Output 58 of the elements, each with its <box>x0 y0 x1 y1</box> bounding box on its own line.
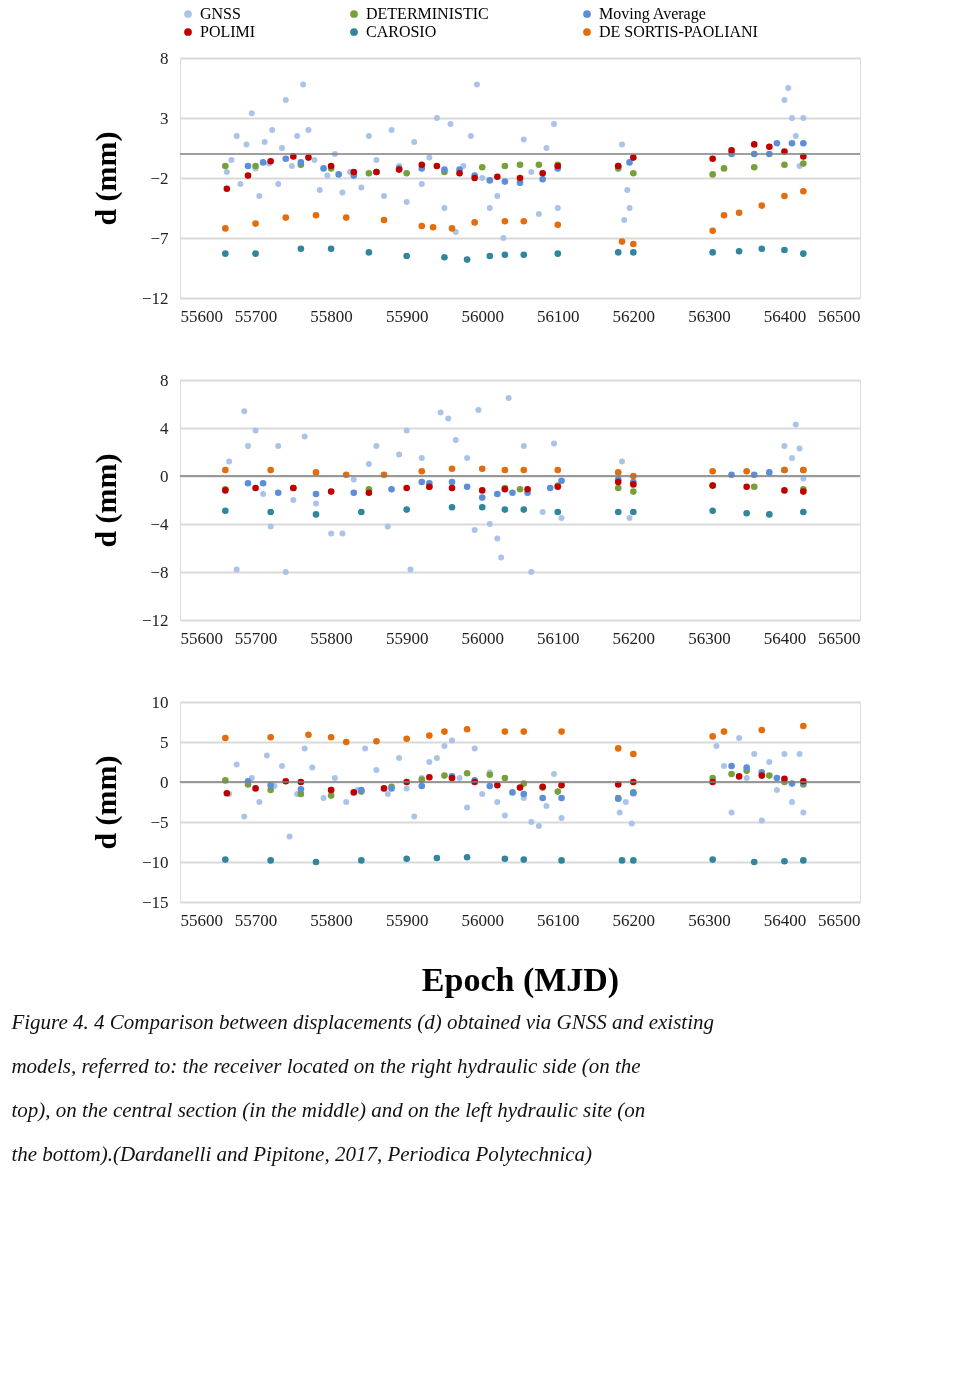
x-tick-label: 56200 <box>612 910 656 930</box>
x-tick-label: 55800 <box>310 306 353 326</box>
x-axis-title: Epoch (MJD) <box>421 960 620 999</box>
x-tick-label: 55700 <box>234 306 278 326</box>
x-tick-label: 56500 <box>818 628 861 648</box>
x-tick-label: 55600 <box>180 910 223 930</box>
x-tick-label: 56000 <box>461 628 504 648</box>
y-tick-label: −12 <box>141 288 169 308</box>
x-tick-label: 55600 <box>180 628 223 648</box>
x-tick-label: 56200 <box>612 306 656 326</box>
x-tick-label: 56100 <box>537 306 580 326</box>
x-tick-label: 56500 <box>818 910 861 930</box>
x-tick-label: 56300 <box>688 628 731 648</box>
caption: Figure 4. 4 Comparison between displacements (d) obtained via GNSS and existing models, referred to: the receiver located on the right hydraulic side (on the top), on the central section (in the middle) and on the left hydraulic site (on the bottom).(Dardanelli and Pipitone, 2017, Periodica Polytechnica) <box>10 1010 715 1166</box>
legend-label: DE SORTIS-PAOLIANI <box>599 23 758 40</box>
legend-label: POLIMI <box>200 23 256 40</box>
x-tick-label: 56400 <box>763 628 807 648</box>
y-tick-label: −4 <box>150 514 169 534</box>
y-tick-label: 3 <box>160 108 169 128</box>
y-tick-label: 8 <box>160 48 169 68</box>
x-tick-label: 55800 <box>310 910 353 930</box>
x-tick-label: 56300 <box>688 910 731 930</box>
x-tick-label: 56100 <box>537 910 580 930</box>
y-tick-label: 10 <box>151 692 169 712</box>
legend-label: CAROSIO <box>366 23 437 40</box>
y-tick-label: 5 <box>160 732 169 752</box>
x-tick-label: 56000 <box>461 306 504 326</box>
x-tick-label: 55700 <box>234 628 278 648</box>
legend-label: GNSS <box>200 5 241 22</box>
x-tick-label: 56500 <box>818 306 861 326</box>
x-tick-label: 55900 <box>385 628 429 648</box>
y-tick-label: −5 <box>150 812 169 832</box>
x-tick-label: 56400 <box>763 910 807 930</box>
x-tick-label: 55600 <box>180 306 223 326</box>
legend-label: Moving Average <box>599 5 706 23</box>
y-tick-label: −2 <box>150 168 169 188</box>
x-tick-label: 55700 <box>234 910 278 930</box>
x-tick-label: 56000 <box>461 910 504 930</box>
x-tick-label: 56100 <box>537 628 580 648</box>
x-tick-label: 56200 <box>612 628 656 648</box>
y-tick-label: 8 <box>160 370 169 390</box>
y-axis-title: d (mm) <box>88 131 123 226</box>
y-tick-label: 4 <box>160 418 169 438</box>
x-tick-label: 56300 <box>688 306 731 326</box>
y-tick-label: −10 <box>141 852 169 872</box>
y-axis-title: d (mm) <box>88 453 123 548</box>
x-tick-label: 56400 <box>763 306 807 326</box>
x-tick-label: 55900 <box>385 910 429 930</box>
y-tick-label: −7 <box>150 228 169 248</box>
x-tick-label: 55900 <box>385 306 429 326</box>
y-tick-label: −8 <box>150 562 169 582</box>
y-tick-label: 0 <box>160 466 169 486</box>
y-tick-label: −12 <box>141 610 169 630</box>
y-axis-title: d (mm) <box>88 755 123 850</box>
y-tick-label: −15 <box>141 892 169 912</box>
x-tick-label: 55800 <box>310 628 353 648</box>
y-tick-label: 0 <box>160 772 169 792</box>
legend-label: DETERMINISTIC <box>366 5 489 22</box>
